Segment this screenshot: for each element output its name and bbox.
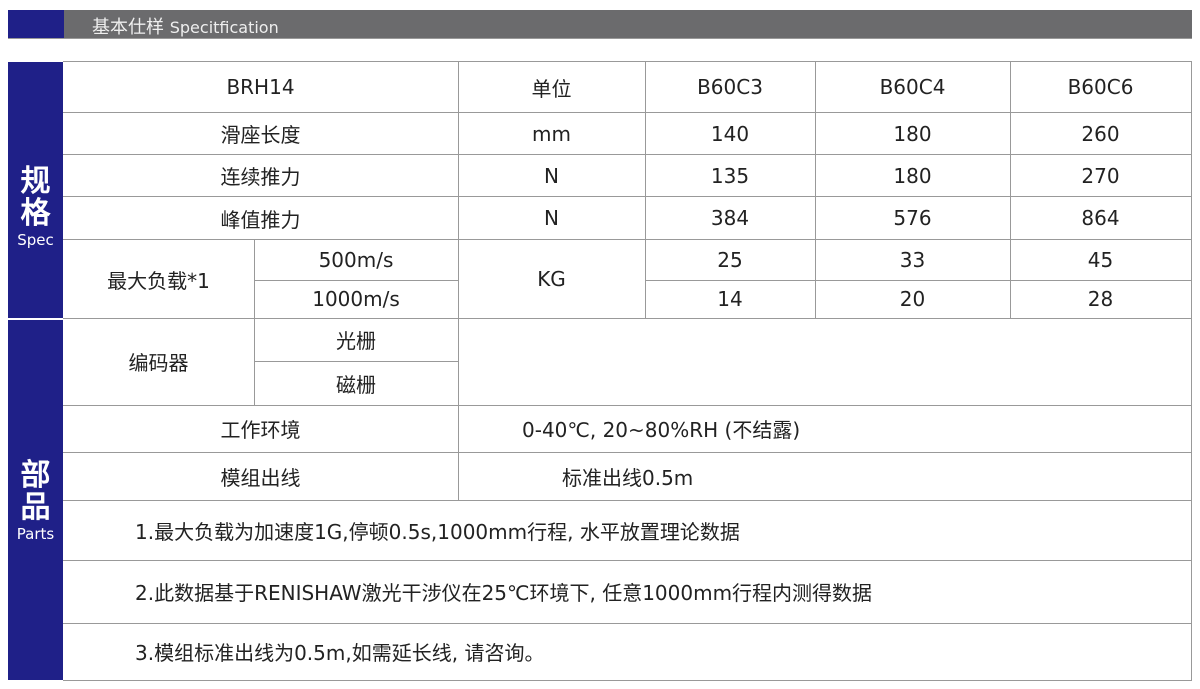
cell: 864 xyxy=(1010,197,1192,240)
max-load-label: 最大负载*1 xyxy=(63,240,255,319)
note: 3.模组标准出线为0.5m,如需延长线, 请咨询。 xyxy=(63,623,1192,681)
cell: 25 xyxy=(645,240,816,281)
sidebar-parts: 部品 Parts xyxy=(8,320,63,680)
encoder-sub: 光栅 xyxy=(254,318,459,362)
header-title-cn: 基本仕样 xyxy=(92,17,164,38)
sidebar-spec: 规格 Spec xyxy=(8,62,63,318)
cell: 260 xyxy=(1010,113,1192,155)
environment-label: 工作环境 xyxy=(63,405,459,453)
encoder-label: 编码器 xyxy=(63,318,255,406)
cell: 20 xyxy=(815,280,1011,319)
row-label: 峰值推力 xyxy=(63,197,459,240)
row-unit: N xyxy=(458,197,646,240)
cell: 45 xyxy=(1010,240,1192,281)
column-header: B60C3 xyxy=(645,62,816,113)
cell: 180 xyxy=(815,155,1011,197)
parts-label-en: Parts xyxy=(16,525,55,543)
cell: 180 xyxy=(815,113,1011,155)
header-title-en: Specitfication xyxy=(169,18,279,37)
encoder-value xyxy=(458,318,1192,406)
sub-label: 1000m/s xyxy=(254,280,459,319)
row-unit: N xyxy=(458,155,646,197)
environment-value: 0-40℃, 20~80%RH (不结露) xyxy=(458,405,1192,453)
row-unit: mm xyxy=(458,113,646,155)
sub-label: 500m/s xyxy=(254,240,459,281)
cable-label: 模组出线 xyxy=(63,452,459,501)
cell: 135 xyxy=(645,155,816,197)
model-cell: BRH14 xyxy=(63,62,459,113)
parts-label-cn: 部品 xyxy=(20,458,51,525)
row-label: 滑座长度 xyxy=(63,113,459,155)
cell: 270 xyxy=(1010,155,1192,197)
note: 1.最大负载为加速度1G,停顿0.5s,1000mm行程, 水平放置理论数据 xyxy=(63,500,1192,561)
cell: 576 xyxy=(815,197,1011,240)
cell: 33 xyxy=(815,240,1011,281)
cable-value: 标准出线0.5m xyxy=(458,452,1192,501)
cell: 14 xyxy=(645,280,816,319)
column-header: B60C6 xyxy=(1010,62,1192,113)
cell: 140 xyxy=(645,113,816,155)
unit-header: 单位 xyxy=(458,62,646,113)
encoder-sub: 磁栅 xyxy=(254,361,459,406)
cell: 384 xyxy=(645,197,816,240)
row-label: 连续推力 xyxy=(63,155,459,197)
max-load-unit: KG xyxy=(458,240,646,319)
spec-label-en: Spec xyxy=(17,231,54,249)
note: 2.此数据基于RENISHAW激光干涉仪在25℃环境下, 任意1000mm行程内… xyxy=(63,560,1192,624)
column-header: B60C4 xyxy=(815,62,1011,113)
header-accent xyxy=(8,10,64,38)
cell: 28 xyxy=(1010,280,1192,319)
spec-label-cn: 规格 xyxy=(20,164,51,231)
section-header: 基本仕样 Specitfication xyxy=(8,10,1192,39)
